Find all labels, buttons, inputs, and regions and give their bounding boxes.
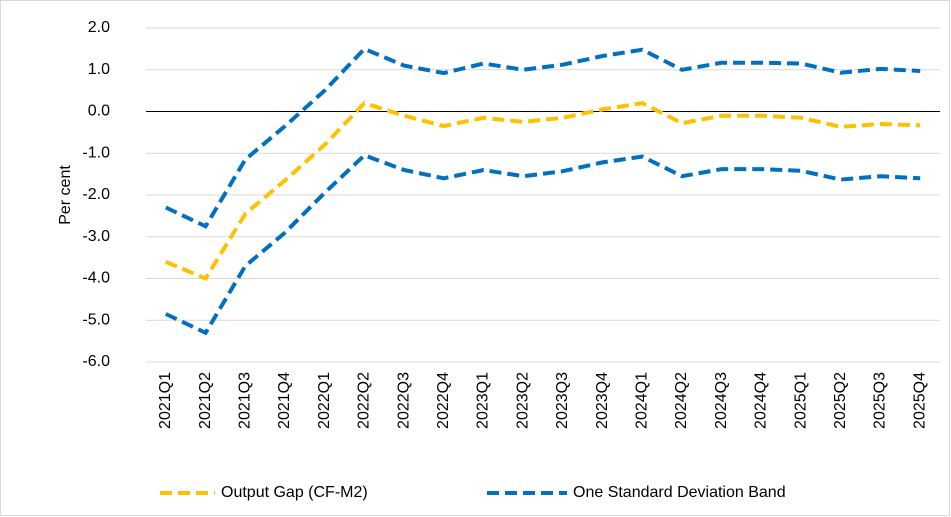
x-tick-label: 2023Q3 <box>554 372 571 429</box>
x-tick-label: 2024Q3 <box>713 372 730 429</box>
x-tick-label: 2024Q4 <box>753 372 770 429</box>
y-tick-label: -5.0 <box>82 311 110 328</box>
y-tick-label: -1.0 <box>82 144 110 161</box>
x-tick-label: 2022Q2 <box>356 372 373 429</box>
y-tick-label: -6.0 <box>82 353 110 370</box>
y-tick-label: 1.0 <box>88 61 110 78</box>
x-tick-label: 2025Q3 <box>872 372 889 429</box>
legend-label: One Standard Deviation Band <box>573 484 786 501</box>
x-tick-label: 2022Q3 <box>395 372 412 429</box>
y-tick-label: -4.0 <box>82 270 110 287</box>
x-tick-label: 2025Q2 <box>832 372 849 429</box>
x-tick-label: 2025Q1 <box>792 372 809 429</box>
x-tick-label: 2024Q2 <box>673 372 690 429</box>
y-tick-label: 2.0 <box>88 19 110 36</box>
legend-label: Output Gap (CF-M2) <box>221 484 368 501</box>
y-axis-label: Per cent <box>57 165 74 225</box>
x-tick-label: 2025Q4 <box>911 372 928 429</box>
x-tick-label: 2021Q1 <box>157 372 174 429</box>
x-tick-label: 2021Q3 <box>236 372 253 429</box>
x-tick-label: 2022Q1 <box>316 372 333 429</box>
y-tick-label: 0.0 <box>88 103 110 120</box>
y-tick-label: -2.0 <box>82 186 110 203</box>
series-line <box>164 46 921 229</box>
series-line <box>165 100 921 282</box>
x-tick-label: 2021Q4 <box>276 372 293 429</box>
y-tick-label: -3.0 <box>82 228 110 245</box>
series-line <box>164 152 921 336</box>
x-tick-label: 2023Q1 <box>475 372 492 429</box>
x-tick-label: 2023Q4 <box>594 372 611 429</box>
x-tick-label: 2022Q4 <box>435 372 452 429</box>
x-tick-label: 2021Q2 <box>197 372 214 429</box>
x-tick-label: 2023Q2 <box>514 372 531 429</box>
x-tick-label: 2024Q1 <box>633 372 650 429</box>
